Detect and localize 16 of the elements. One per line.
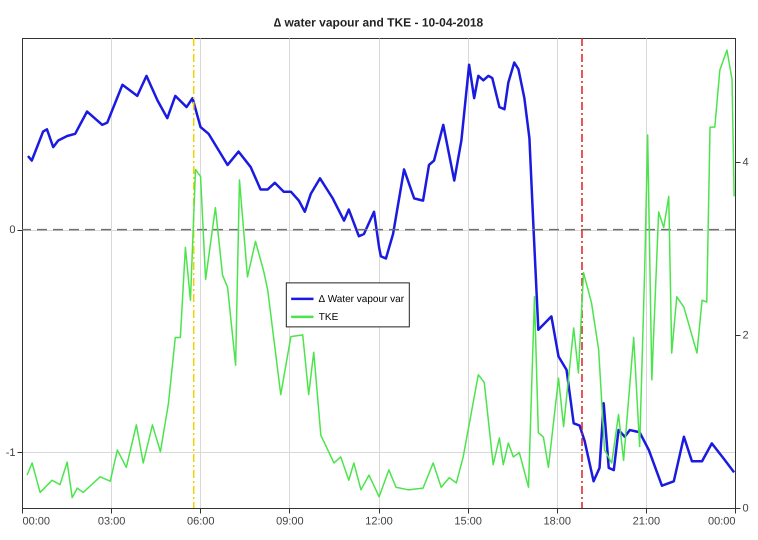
x-tick-label: 00:00 bbox=[708, 516, 736, 528]
y2-tick-label: 4 bbox=[742, 156, 749, 168]
legend-label: TKE bbox=[318, 312, 339, 323]
x-tick-label: 21:00 bbox=[632, 516, 660, 528]
y2-tick-label: 2 bbox=[742, 329, 749, 342]
x-tick-label: 09:00 bbox=[276, 516, 304, 528]
x-tick-label: 15:00 bbox=[454, 516, 482, 528]
x-tick-label: 06:00 bbox=[186, 516, 215, 528]
x-tick-label: 12:00 bbox=[365, 516, 393, 528]
x-tick-label: 03:00 bbox=[98, 516, 126, 528]
y2-tick-label: 0 bbox=[742, 502, 749, 514]
x-tick-label: 18:00 bbox=[543, 516, 572, 528]
y-tick-label: -1 bbox=[6, 446, 16, 459]
legend-label: ∆ Water vapour var bbox=[318, 294, 405, 305]
chart-title: ∆ water vapour and TKE - 10-04-2018 bbox=[274, 15, 484, 30]
x-tick-label: 00:00 bbox=[22, 516, 50, 528]
